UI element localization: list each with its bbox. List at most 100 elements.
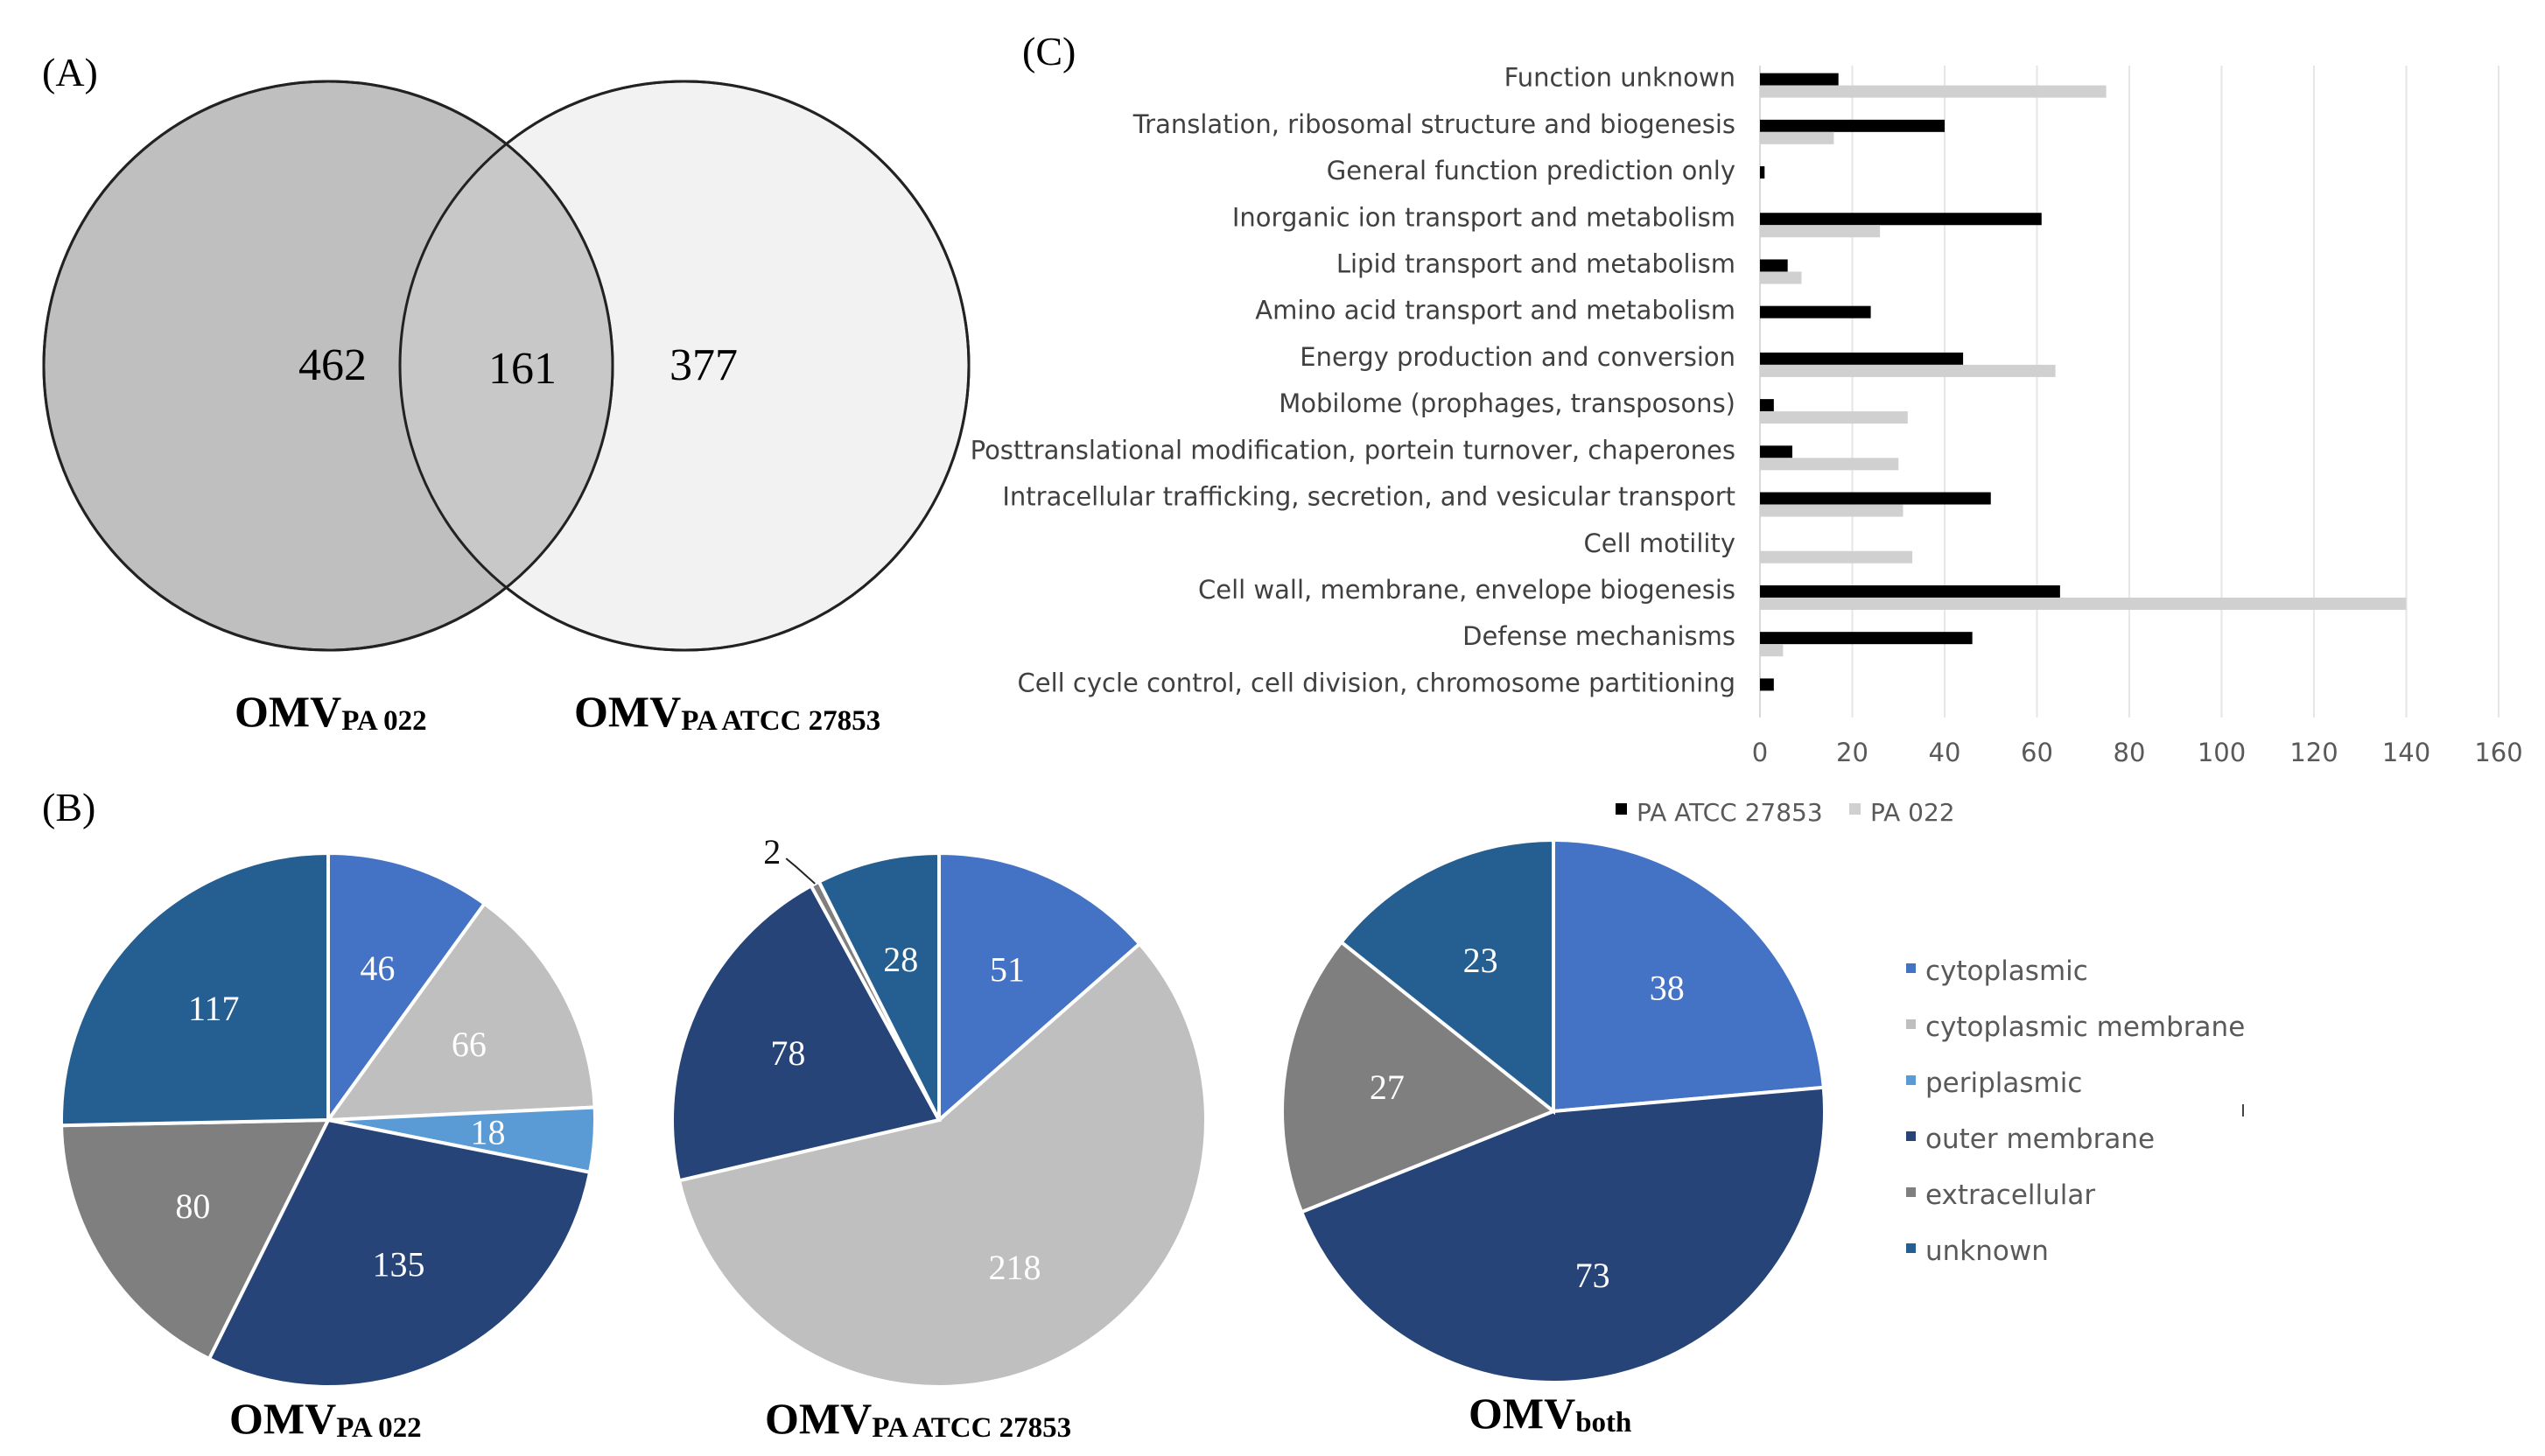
bar-atcc-3 [1760,213,2042,226]
pie-1-label-unknown: 117 [188,989,240,1028]
bar-category-label-7: Mobilome (prophages, transposons) [1279,388,1735,418]
pie-1-slice-cytoplasmic-membrane [324,900,597,1123]
bar-atcc-12 [1760,632,1973,645]
pie-2-title-main: OMV [765,1394,872,1443]
bar-category-label-8: Posttranslational modification, portein … [971,435,1735,465]
bar-tick-label-160: 160 [2474,738,2522,767]
bar-tick-label-120: 120 [2289,738,2338,767]
pie-1-slice-outer-membrane [207,1117,592,1389]
venn-diagram: 462 161 377 OMVPA 022 OMVPA ATCC 27853 [42,80,971,737]
pie-2-label-extracellular: 2 [763,832,781,872]
pie-1-slice-cytoplasmic [326,850,487,1126]
pie-1-title: OMVPA 022 [229,1394,422,1444]
pie-chart-omv-atcc27853: 51 218 78 2 28 [670,832,1208,1389]
venn-left-title-main: OMV [235,687,341,736]
venn-left-outline [42,80,614,652]
legend-label-extracellular: extracellular [1925,1180,2095,1211]
bar-category-label-10: Cell motility [1584,528,1736,558]
venn-right-outline [398,80,971,652]
bar-pa022-11 [1760,597,2407,610]
bar-category-label-1: Translation, ribosomal structure and bio… [1132,109,1735,139]
pie-1-label-periplasmic: 18 [470,1113,505,1152]
bar-pa022-1 [1760,131,1834,144]
bar-legend-swatch-1 [1849,803,1861,815]
venn-overlap-count: 161 [488,344,557,394]
bar-category-label-12: Defense mechanisms [1462,621,1735,651]
pie-1-label-outer-membrane: 135 [373,1244,425,1284]
bar-atcc-2 [1760,166,1765,179]
pie-1-slice-extracellular [60,1117,332,1362]
venn-right-count: 377 [670,340,738,390]
bar-pa022-9 [1760,504,1903,517]
pie-1-slice-unknown [60,850,330,1128]
venn-right-title-sub: PA ATCC 27853 [681,705,880,737]
legend-label-cytoplasmic: cytoplasmic [1925,956,2088,987]
pie-3-title: OMVboth [1469,1389,1631,1438]
pie-2-label-outer-membrane: 78 [770,1033,805,1073]
bar-category-label-5: Amino acid transport and metabolism [1255,296,1735,326]
legend-label-periplasmic: periplasmic [1925,1068,2082,1099]
bar-pa022-4 [1760,271,1802,284]
legend-swatch-unknown [1906,1243,1916,1253]
legend-swatch-cytoplasmic-membrane [1906,1019,1916,1029]
pie-2-label-unknown: 28 [883,940,918,979]
pie-1-label-cytoplasmic: 46 [360,948,395,988]
pie-chart-omv-pa022: 46 66 18 135 80 117 [60,850,597,1389]
bar-pa022-8 [1760,458,1899,471]
bar-atcc-6 [1760,352,1964,365]
panel-a-label: (A) [42,50,98,94]
pie-2-label-cytoplasmic: 51 [990,950,1025,990]
bar-atcc-0 [1760,73,1839,86]
venn-right-title: OMVPA ATCC 27853 [574,687,880,737]
legend-label-cytoplasmic-membrane: cytoplasmic membrane [1925,1012,2245,1043]
pie-3-title-sub: both [1575,1407,1631,1438]
pie-3-title-main: OMV [1469,1389,1575,1438]
bar-tick-label-40: 40 [1929,738,1961,767]
pie-2-title: OMVPA ATCC 27853 [765,1394,1071,1444]
venn-left-title: OMVPA 022 [235,687,427,737]
pie-3-label-extracellular: 27 [1370,1068,1405,1107]
bar-pa022-7 [1760,411,1908,424]
bar-atcc-9 [1760,492,1991,505]
bar-atcc-7 [1760,399,1774,412]
pie-3-slice-extracellular [1280,939,1557,1214]
legend-label-unknown: unknown [1925,1236,2049,1267]
pie-3-label-unknown: 23 [1463,941,1498,980]
bar-pa022-10 [1760,550,1913,564]
bar-atcc-4 [1760,259,1788,272]
pie-2-slice-unknown [817,850,941,1121]
panel-b-label: (B) [42,785,95,830]
bar-atcc-5 [1760,305,1871,318]
bar-tick-label-80: 80 [2114,738,2146,767]
legend-swatch-cytoplasmic [1906,963,1916,973]
venn-overlap-region [400,81,613,650]
bar-atcc-8 [1760,445,1792,458]
bar-tick-label-100: 100 [2198,738,2246,767]
pie-2-title-sub: PA ATCC 27853 [872,1412,1071,1444]
bar-legend-label-1: PA 022 [1870,798,1955,827]
pie-1-label-extracellular: 80 [175,1186,210,1226]
pie-2-slice-cytoplasmic-membrane [677,941,1208,1389]
pie-3-slice-unknown [1338,837,1555,1116]
bar-category-label-4: Lipid transport and metabolism [1336,248,1735,278]
pie-1-title-sub: PA 022 [336,1412,421,1444]
bar-category-label-0: Function unknown [1504,63,1735,93]
panel-c-label: (C) [1022,29,1076,74]
bar-tick-label-140: 140 [2382,738,2430,767]
bar-legend-label-0: PA ATCC 27853 [1637,798,1823,827]
pie-1-title-main: OMV [229,1394,336,1443]
bar-category-label-13: Cell cycle control, cell division, chrom… [1017,668,1735,697]
pie-2-slice-cytoplasmic [937,850,1142,1124]
bar-atcc-1 [1760,119,1945,132]
pie-3-label-cytoplasmic: 38 [1650,968,1685,1007]
pie-legend: cytoplasmic cytoplasmic membrane periplasm… [1906,956,2245,1267]
pie-3-label-outer-membrane: 73 [1575,1256,1610,1295]
bar-tick-label-60: 60 [2021,738,2053,767]
pie-2-slice-outer-membrane [670,883,943,1183]
venn-left-title-sub: PA 022 [341,705,426,737]
bar-legend-swatch-0 [1616,803,1627,815]
bar-pa022-6 [1760,364,2056,377]
bar-category-label-3: Inorganic ion transport and metabolism [1232,202,1735,232]
bar-atcc-11 [1760,584,2060,598]
legend-swatch-periplasmic [1906,1075,1916,1085]
